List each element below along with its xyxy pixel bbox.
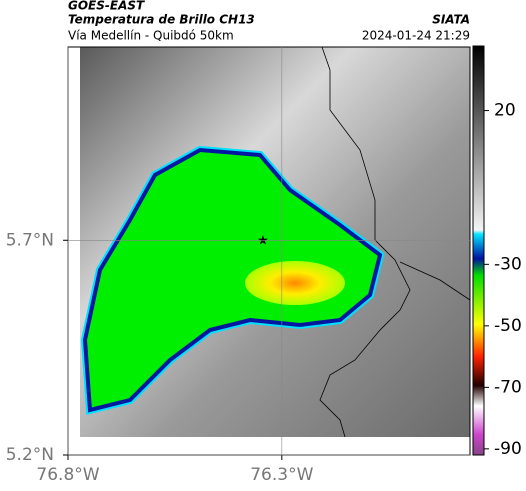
satellite-image: [80, 47, 470, 438]
agency: SIATA: [432, 13, 470, 27]
y-tick-label: 5.2°N: [6, 445, 54, 465]
route: Vía Medellín - Quibdó 50km: [68, 29, 234, 43]
source: GOES-EAST: [68, 0, 145, 13]
y-tick-label: 5.7°N: [6, 230, 54, 250]
x-tick-label: 76.3°W: [250, 465, 313, 485]
x-tick-label: 76.8°W: [36, 465, 99, 485]
colorbar-tick-label: -70: [494, 377, 522, 397]
colorbar-tick-label: -90: [494, 439, 522, 459]
colorbar: [472, 45, 485, 456]
colorbar-tick-label: -50: [494, 316, 522, 336]
location-marker: ★: [257, 234, 269, 249]
colorbar-tick-label: 20: [494, 101, 516, 121]
colorbar-tick-label: -30: [494, 254, 522, 274]
datetime: 2024-01-24 21:29: [362, 29, 470, 43]
product: Temperatura de Brillo CH13: [68, 13, 255, 27]
